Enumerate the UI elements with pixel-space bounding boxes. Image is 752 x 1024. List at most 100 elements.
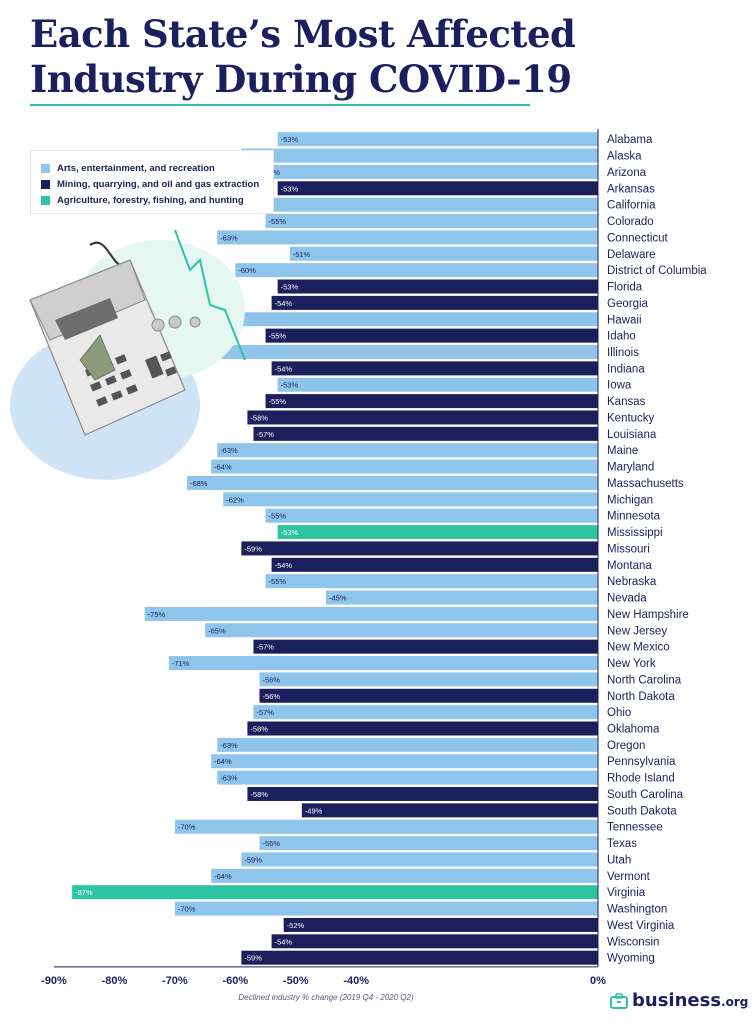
state-label: Colorado bbox=[607, 216, 654, 228]
bar-value-label: -58% bbox=[250, 790, 268, 799]
bar-rhode-island bbox=[217, 770, 598, 785]
bar-nebraska bbox=[265, 574, 598, 589]
legend-label-arts: Arts, entertainment, and recreation bbox=[57, 162, 215, 174]
bar-kentucky bbox=[247, 410, 598, 425]
title-line-1: Each State’s Most Affected bbox=[30, 12, 576, 56]
state-label: Georgia bbox=[607, 298, 649, 310]
bar-north-dakota bbox=[259, 688, 598, 703]
bar-value-label: -52% bbox=[287, 921, 305, 930]
bar-pennsylvania bbox=[211, 754, 598, 769]
bar-value-label: -70% bbox=[178, 905, 196, 914]
bar-south-carolina bbox=[247, 786, 598, 801]
bar-georgia bbox=[271, 295, 598, 310]
state-label: South Carolina bbox=[607, 789, 684, 801]
bar-district-of-columbia bbox=[235, 263, 599, 278]
state-label: Pennsylvania bbox=[607, 756, 676, 768]
bar-michigan bbox=[223, 492, 598, 507]
x-tick-label: -60% bbox=[222, 975, 248, 987]
bar-delaware bbox=[289, 246, 598, 261]
state-label: Nevada bbox=[607, 593, 647, 605]
bar-tennessee bbox=[174, 819, 598, 834]
legend-label-mining: Mining, quarrying, and oil and gas extra… bbox=[57, 178, 260, 190]
brand-suffix: .org bbox=[721, 995, 749, 1009]
state-label: Tennessee bbox=[607, 822, 663, 834]
bar-value-label: -53% bbox=[281, 283, 299, 292]
declining-trend-line bbox=[174, 230, 246, 361]
bar-north-carolina bbox=[259, 672, 598, 687]
state-label: Alaska bbox=[607, 151, 642, 163]
x-axis-label: Declined industry % change (2019 Q4 - 20… bbox=[238, 993, 414, 1002]
bar-value-label: -65% bbox=[208, 626, 226, 635]
bar-value-label: -56% bbox=[263, 675, 281, 684]
bar-value-label: -68% bbox=[190, 479, 208, 488]
bar-value-label: -53% bbox=[281, 528, 299, 537]
bar-value-label: -62% bbox=[226, 495, 244, 504]
state-label: Wyoming bbox=[607, 953, 655, 965]
state-label: New York bbox=[607, 658, 656, 670]
bar-montana bbox=[271, 557, 598, 572]
bar-washington bbox=[174, 901, 598, 916]
bar-value-label: -58% bbox=[250, 725, 268, 734]
bar-value-label: -63% bbox=[220, 446, 238, 455]
bar-value-label: -57% bbox=[256, 643, 274, 652]
state-label: Hawaii bbox=[607, 314, 642, 326]
state-label: Oklahoma bbox=[607, 724, 660, 736]
bar-wisconsin bbox=[271, 934, 598, 949]
bar-missouri bbox=[241, 541, 598, 556]
x-tick-label: -80% bbox=[102, 975, 128, 987]
bar-value-label: -64% bbox=[214, 463, 232, 472]
bar-maine bbox=[217, 443, 598, 458]
state-label: North Carolina bbox=[607, 674, 682, 686]
bar-oregon bbox=[217, 737, 598, 752]
bar-value-label: -63% bbox=[220, 774, 238, 783]
bar-value-label: -58% bbox=[250, 413, 268, 422]
state-label: Nebraska bbox=[607, 576, 657, 588]
state-label: Idaho bbox=[607, 331, 636, 343]
bar-maryland bbox=[211, 459, 598, 474]
legend-swatch-agri bbox=[41, 195, 50, 205]
state-label: Oregon bbox=[607, 740, 645, 752]
state-label: South Dakota bbox=[607, 805, 677, 817]
bar-california bbox=[229, 197, 599, 212]
state-label: Wisconsin bbox=[607, 936, 659, 948]
bar-value-label: -49% bbox=[305, 806, 323, 815]
bar-west-virginia bbox=[283, 917, 598, 932]
bar-new-hampshire bbox=[144, 606, 598, 621]
bar-value-label: -75% bbox=[148, 610, 166, 619]
bar-utah bbox=[241, 852, 598, 867]
bar-alabama bbox=[277, 132, 598, 147]
state-label: Iowa bbox=[607, 380, 632, 392]
x-tick-label: -70% bbox=[162, 975, 188, 987]
title-underline bbox=[30, 104, 530, 106]
state-label: Illinois bbox=[607, 347, 639, 359]
bar-value-label: -53% bbox=[281, 135, 299, 144]
bar-virginia bbox=[72, 885, 599, 900]
bar-new-mexico bbox=[253, 639, 598, 654]
bar-arkansas bbox=[277, 181, 598, 196]
state-label: Mississippi bbox=[607, 527, 663, 539]
state-label: District of Columbia bbox=[607, 265, 707, 277]
state-label: New Jersey bbox=[607, 625, 667, 637]
chart-title: Each State’s Most Affected Industry Duri… bbox=[30, 12, 576, 102]
bar-value-label: -54% bbox=[275, 561, 293, 570]
state-label: Missouri bbox=[607, 543, 650, 555]
legend-item-agri: Agriculture, forestry, fishing, and hunt… bbox=[41, 192, 273, 208]
bar-value-label: -71% bbox=[172, 659, 190, 668]
bar-texas bbox=[259, 836, 598, 851]
state-label: Michigan bbox=[607, 494, 653, 506]
x-tick-label: -90% bbox=[41, 975, 67, 987]
bar-value-label: -55% bbox=[269, 397, 287, 406]
legend: Arts, entertainment, and recreation Mini… bbox=[30, 150, 274, 214]
bar-value-label: -53% bbox=[281, 184, 299, 193]
bar-value-label: -57% bbox=[256, 708, 274, 717]
state-label: Utah bbox=[607, 854, 631, 866]
brand-name: business bbox=[632, 990, 722, 1011]
bar-arizona bbox=[259, 164, 598, 179]
bar-massachusetts bbox=[186, 475, 598, 490]
state-label: Washington bbox=[607, 904, 667, 916]
bar-value-label: -56% bbox=[263, 839, 281, 848]
state-label: Maryland bbox=[607, 462, 654, 474]
state-label: North Dakota bbox=[607, 691, 675, 703]
legend-swatch-mining bbox=[41, 179, 50, 189]
bar-new-york bbox=[168, 656, 598, 671]
